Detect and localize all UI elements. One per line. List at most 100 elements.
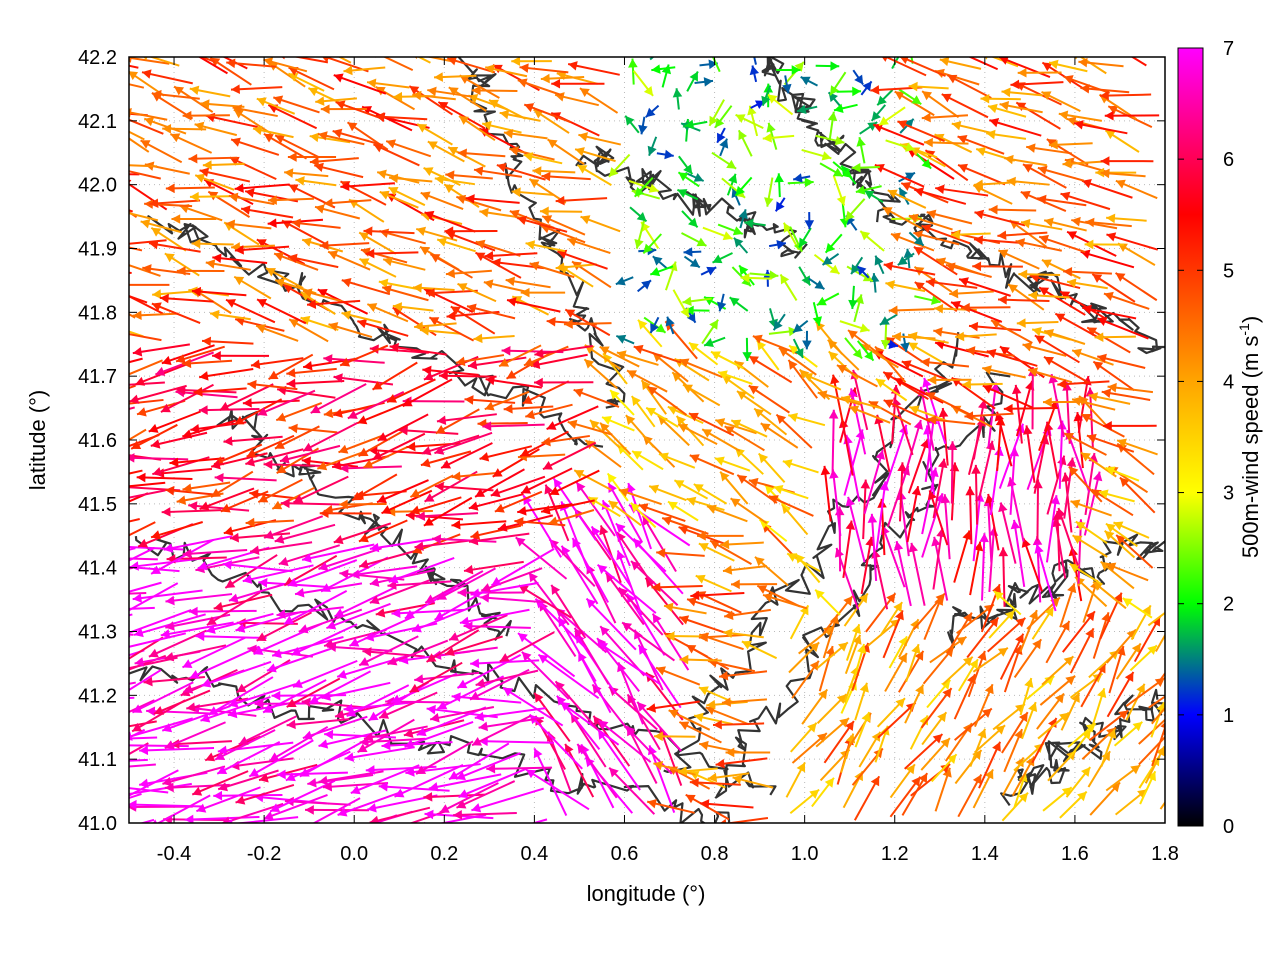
wind-arrow <box>1059 790 1088 819</box>
wind-arrow <box>1056 507 1079 566</box>
wind-arrow-head <box>1115 179 1126 189</box>
wind-arrow <box>796 104 818 114</box>
wind-arrow <box>191 770 249 796</box>
wind-arrow-head <box>359 657 370 666</box>
wind-arrow-head <box>744 218 754 229</box>
wind-arrow <box>574 147 616 163</box>
wind-arrow <box>436 237 476 253</box>
wind-arrow <box>921 224 971 245</box>
wind-arrow-head <box>225 219 236 230</box>
wind-arrow <box>735 113 764 130</box>
wind-arrow-head <box>182 358 192 369</box>
wind-arrow-head <box>274 252 285 262</box>
wind-arrow-head <box>883 261 894 271</box>
wind-arrow-shaft <box>256 298 307 325</box>
wind-arrow <box>1063 266 1112 277</box>
wind-arrow-shaft <box>429 706 495 721</box>
wind-arrow-head <box>529 261 540 271</box>
wind-arrow-shaft <box>160 383 214 413</box>
wind-arrow-head <box>920 357 930 368</box>
wind-arrow <box>129 717 194 741</box>
y-tick-label: 41.8 <box>78 302 117 324</box>
wind-arrow <box>286 677 341 708</box>
wind-arrow-head <box>1160 722 1165 729</box>
wind-arrow <box>455 752 521 781</box>
wind-arrow-shaft <box>129 130 145 141</box>
wind-arrow <box>195 631 267 642</box>
wind-arrow-head <box>246 448 257 458</box>
wind-arrow-head <box>386 506 396 517</box>
wind-arrow <box>474 468 525 498</box>
wind-arrow-head <box>263 704 274 713</box>
wind-arrow-head <box>223 526 234 536</box>
wind-arrow-shaft <box>129 557 202 569</box>
wind-arrow-head <box>194 121 205 132</box>
wind-arrow-head <box>521 651 532 662</box>
wind-arrow <box>1057 379 1110 389</box>
wind-arrow-head <box>98 74 108 83</box>
wind-arrow <box>658 452 696 469</box>
wind-arrow-head <box>1088 392 1099 402</box>
wind-arrow <box>132 343 191 357</box>
wind-arrow <box>182 419 237 439</box>
wind-arrow-head <box>427 141 438 150</box>
wind-arrow-head <box>285 772 296 782</box>
wind-arrow-head <box>911 486 922 496</box>
wind-arrow <box>1072 534 1108 558</box>
wind-arrow-head <box>867 513 878 523</box>
wind-arrow <box>152 289 193 299</box>
wind-arrow-shaft <box>893 377 944 404</box>
y-tick-label: 42.2 <box>78 47 117 69</box>
wind-arrow-shaft <box>336 654 410 678</box>
wind-arrow <box>140 219 182 234</box>
wind-arrows <box>98 57 1165 823</box>
wind-arrow-shaft <box>199 368 254 379</box>
wind-arrow <box>754 556 789 587</box>
wind-arrow-shaft <box>234 183 290 190</box>
wind-arrow-head <box>546 316 556 327</box>
wind-arrow-head <box>463 564 474 575</box>
wind-arrow-shaft <box>409 661 463 694</box>
wind-arrow <box>630 502 657 529</box>
wind-arrow-head <box>1067 231 1078 240</box>
wind-arrow <box>972 261 1023 272</box>
wind-arrow-head <box>935 184 945 195</box>
wind-arrow-shaft <box>1002 547 1006 607</box>
wind-arrow-head <box>1108 105 1119 115</box>
wind-arrow <box>309 132 351 144</box>
wind-arrow-shaft <box>989 119 1042 137</box>
wind-arrow-head <box>557 249 568 259</box>
wind-arrow-head <box>338 444 349 454</box>
wind-arrow-head <box>634 238 644 249</box>
wind-arrow <box>341 277 391 296</box>
wind-arrow <box>415 740 474 775</box>
wind-arrow-head <box>787 553 798 562</box>
wind-arrow <box>906 485 922 543</box>
wind-arrow-head <box>144 199 154 209</box>
wind-arrow-head <box>822 256 833 265</box>
wind-arrow <box>517 632 576 678</box>
wind-arrow <box>717 370 753 385</box>
wind-arrow <box>718 670 768 681</box>
wind-arrow <box>1038 286 1086 316</box>
wind-arrow-head <box>515 537 526 547</box>
wind-arrow-head <box>434 445 445 455</box>
wind-arrow-head <box>676 415 687 426</box>
wind-arrow <box>499 631 555 663</box>
wind-arrow-shaft <box>191 770 249 796</box>
wind-arrow-shaft <box>132 343 191 355</box>
wind-arrow-head <box>1042 62 1053 72</box>
wind-arrow-head <box>424 210 435 220</box>
wind-arrow-head <box>438 102 449 111</box>
wind-arrow <box>463 560 524 575</box>
wind-arrow-head <box>174 86 185 96</box>
wind-arrow-shaft <box>333 74 387 95</box>
wind-arrow-head <box>365 248 375 259</box>
wind-arrow-head <box>547 139 558 149</box>
wind-arrow <box>958 277 1011 297</box>
wind-arrow <box>908 542 926 606</box>
wind-arrow-head <box>706 699 716 710</box>
wind-arrow-shaft <box>410 496 462 514</box>
wind-arrow <box>1003 728 1024 773</box>
wind-arrow-head <box>149 198 159 209</box>
